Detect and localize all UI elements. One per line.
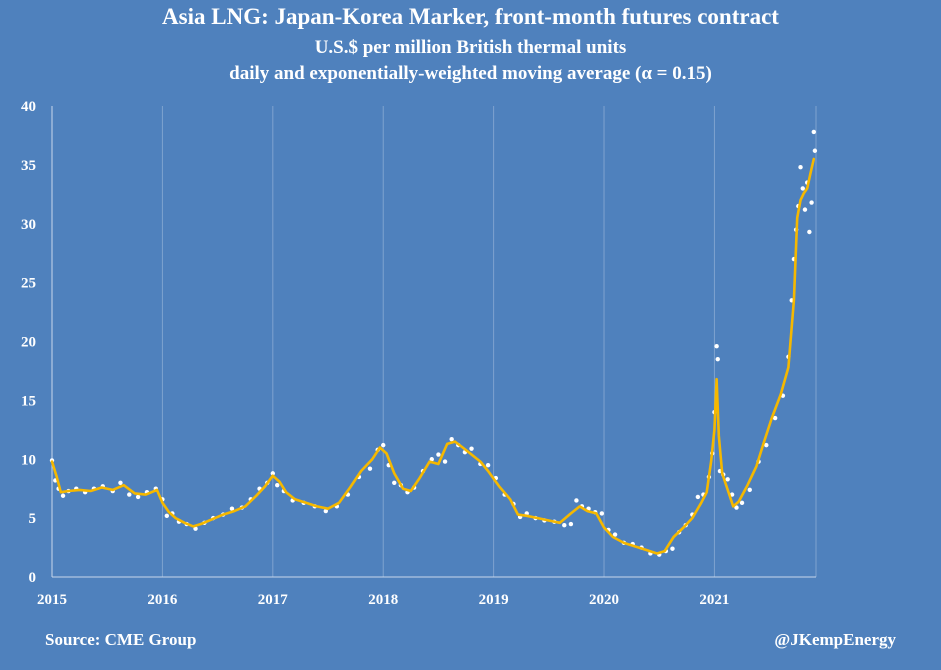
x-tick-label-2015: 2015 [37,592,67,608]
daily-point [809,200,814,205]
daily-point [734,505,739,510]
daily-point [381,442,386,448]
daily-point [436,452,441,457]
daily-point [392,480,397,485]
x-tick-label-2016: 2016 [147,592,178,608]
daily-point [469,446,474,451]
chart-subtitle: U.S.$ per million British thermal units [314,37,627,58]
daily-point [562,522,567,528]
y-tick-label-30: 30 [21,217,36,233]
daily-point [772,415,778,421]
y-tick-label-5: 5 [29,511,37,527]
daily-point [764,442,769,448]
daily-point [807,229,812,235]
daily-point [725,477,730,482]
daily-point [229,506,235,511]
daily-point [574,498,579,503]
daily-point [270,471,276,476]
daily-point [135,494,141,500]
daily-point [811,129,816,135]
daily-point [715,356,720,362]
daily-point [739,500,745,506]
daily-point [127,492,132,497]
daily-point [485,462,491,468]
daily-point [275,482,280,488]
y-tick-label-35: 35 [21,158,36,174]
daily-point [812,148,818,153]
daily-point [118,480,123,485]
x-tick-label-2017: 2017 [258,592,289,608]
daily-point [800,186,805,191]
ema-line-series [50,157,816,555]
daily-point [670,546,675,551]
daily-point [612,532,618,537]
daily-point [323,508,329,514]
daily-point [714,344,719,349]
daily-point [449,437,454,442]
daily-point [429,457,434,462]
daily-points-series [49,129,818,557]
y-tick-label-20: 20 [21,335,36,351]
gridlines [161,106,817,577]
y-tick-labels: 0 5 10 15 20 25 30 35 40 [21,99,36,586]
y-tick-label-10: 10 [21,452,36,468]
daily-point [599,511,605,516]
x-tick-label-2020: 2020 [589,592,619,608]
daily-point [747,487,752,493]
y-tick-label-25: 25 [21,276,36,292]
x-tick-label-2021: 2021 [699,592,729,608]
daily-point [798,165,803,170]
daily-point [442,459,448,464]
daily-point [695,494,701,500]
x-tick-label-2018: 2018 [368,592,398,608]
y-tick-label-0: 0 [29,570,37,586]
chart-title: Asia LNG: Japan-Korea Marker, front-mont… [162,4,779,29]
daily-point [568,521,574,527]
daily-point [164,513,170,518]
x-tick-label-2019: 2019 [479,592,509,608]
ema-line [50,157,816,555]
daily-point [802,207,808,212]
daily-point [193,526,198,531]
y-tick-label-40: 40 [21,99,36,115]
axes [51,106,816,578]
daily-point [60,493,66,498]
author-handle: @JKempEnergy [774,630,896,649]
daily-point [367,466,373,471]
x-tick-labels: 2015 2016 2017 2018 2019 2020 2021 [37,592,729,608]
chart-subtitle-method: daily and exponentially-weighted moving … [229,63,712,84]
y-tick-label-15: 15 [21,393,36,409]
source-note: Source: CME Group [45,630,197,649]
